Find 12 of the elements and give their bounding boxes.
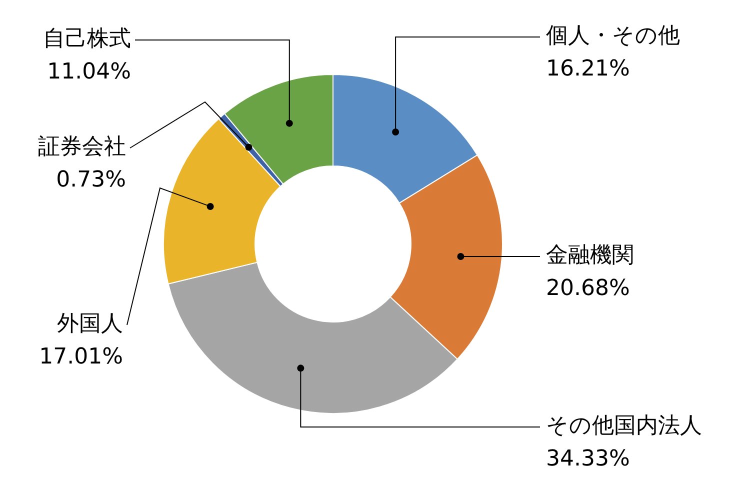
slice-label: 外国人 xyxy=(57,312,123,337)
data-label: 17.01% xyxy=(39,344,123,370)
slice-label: 証券会社 xyxy=(38,134,126,160)
slice-label: 自己株式 xyxy=(43,26,131,52)
data-label: 16.21% xyxy=(546,56,630,82)
slice-label: 個人・その他 xyxy=(546,24,680,49)
slice-label: その他国内法人 xyxy=(546,414,702,439)
data-label: 20.68% xyxy=(546,276,630,302)
data-label: 0.73% xyxy=(56,168,126,193)
data-label: 11.04% xyxy=(47,60,131,85)
data-label: 34.33% xyxy=(546,446,630,472)
slice-label: 金融機関 xyxy=(546,243,634,268)
